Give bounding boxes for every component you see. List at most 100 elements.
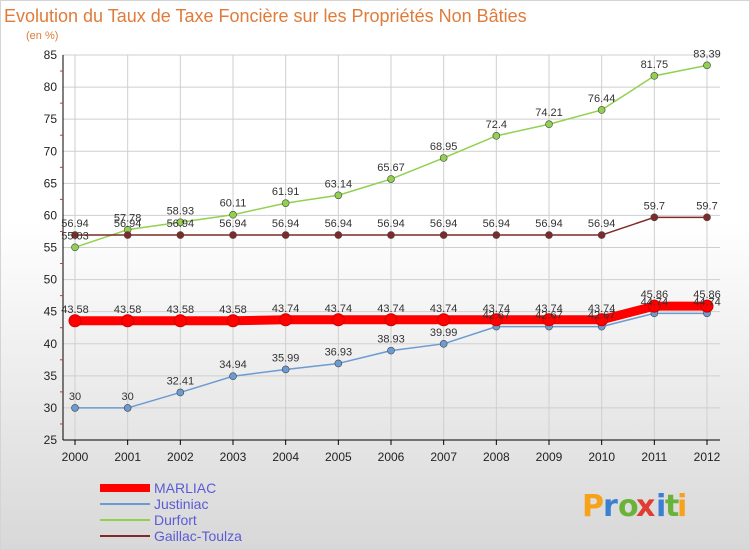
data-label-Gaillac-Toulza: 56.94 bbox=[483, 218, 511, 230]
data-label-Gaillac-Toulza: 59.7 bbox=[696, 200, 717, 212]
data-label-Justiniac: 44.74 bbox=[641, 296, 669, 308]
data-point-Justiniac bbox=[334, 359, 343, 368]
x-tick-label: 2008 bbox=[483, 450, 510, 464]
data-point-Durfort bbox=[387, 175, 395, 183]
data-point-Durfort bbox=[229, 210, 237, 219]
x-tick-label: 2001 bbox=[114, 450, 141, 464]
data-point-MARLIAC bbox=[700, 299, 714, 313]
data-point-Gaillac-Toulza bbox=[281, 231, 290, 239]
data-point-Gaillac-Toulza bbox=[545, 231, 553, 239]
legend-label-MARLIAC: MARLIAC bbox=[154, 480, 216, 496]
x-tick-label: 2012 bbox=[694, 450, 721, 464]
data-label-Durfort: 68.95 bbox=[430, 141, 458, 153]
data-point-Justiniac bbox=[123, 404, 132, 412]
y-tick-label: 50 bbox=[44, 273, 58, 287]
y-tick-label: 60 bbox=[44, 208, 58, 222]
data-point-Durfort bbox=[650, 72, 659, 80]
x-tick-label: 2006 bbox=[378, 450, 405, 464]
data-label-Durfort: 61.91 bbox=[272, 186, 300, 198]
data-label-Justiniac: 30 bbox=[122, 391, 134, 403]
data-label-Justiniac: 39.99 bbox=[430, 327, 458, 339]
data-label-MARLIAC: 43.74 bbox=[588, 303, 616, 315]
data-label-Gaillac-Toulza: 56.94 bbox=[114, 218, 142, 230]
data-label-Gaillac-Toulza: 56.94 bbox=[535, 218, 563, 230]
data-label-MARLIAC: 43.58 bbox=[167, 304, 195, 316]
data-label-Durfort: 60.11 bbox=[220, 198, 247, 210]
data-label-Durfort: 57.78 bbox=[114, 213, 142, 225]
y-tick-label: 45 bbox=[44, 305, 58, 319]
data-label-Durfort: 65.67 bbox=[377, 162, 405, 174]
data-point-Gaillac-Toulza bbox=[176, 231, 185, 239]
legend-label-Gaillac-Toulza: Gaillac-Toulza bbox=[154, 528, 242, 544]
data-label-Gaillac-Toulza: 56.94 bbox=[167, 218, 195, 230]
data-label-Durfort: 55.03 bbox=[61, 230, 89, 242]
data-label-Gaillac-Toulza: 56.94 bbox=[430, 218, 458, 230]
data-label-Gaillac-Toulza: 56.94 bbox=[272, 218, 300, 230]
data-point-Durfort bbox=[334, 191, 343, 200]
data-label-Justiniac: 35.99 bbox=[272, 352, 300, 364]
data-label-Durfort: 63.14 bbox=[325, 178, 353, 190]
data-labels: 43.58 43.58 43.58 43.58 43.74 43.74 43.74 43.74… bbox=[61, 48, 721, 403]
logo-letter: t bbox=[665, 489, 679, 524]
data-point-Durfort bbox=[703, 61, 711, 70]
x-tick-label: 2011 bbox=[641, 450, 667, 464]
data-label-Justiniac: 44.74 bbox=[693, 296, 721, 308]
chart-title: Evolution du Taux de Taxe Foncière sur l… bbox=[4, 6, 527, 26]
data-label-MARLIAC: 43.74 bbox=[535, 303, 563, 315]
data-label-MARLIAC: 43.58 bbox=[114, 304, 142, 316]
chart-subtitle: (en %) bbox=[26, 30, 58, 42]
data-label-MARLIAC: 43.58 bbox=[219, 304, 247, 316]
data-point-Gaillac-Toulza bbox=[334, 231, 343, 239]
data-point-MARLIAC bbox=[331, 313, 345, 327]
data-label-Gaillac-Toulza: 56.94 bbox=[61, 218, 89, 230]
data-point-Durfort bbox=[281, 199, 290, 207]
legend-label-Justiniac: Justiniac bbox=[154, 496, 208, 512]
logo-letter: P bbox=[582, 489, 604, 524]
data-label-Justiniac: 36.93 bbox=[325, 346, 353, 358]
data-label-Justiniac: 42.67 bbox=[483, 310, 511, 322]
logo-letter: x bbox=[636, 489, 655, 524]
data-point-Justiniac bbox=[439, 340, 448, 348]
axes: 25 30 35 40 45 50 55 60 65 70 75 80 85 2000 2001 2002 20… bbox=[44, 48, 721, 464]
data-label-Justiniac: 42.67 bbox=[535, 310, 563, 322]
data-point-Gaillac-Toulza bbox=[71, 231, 79, 239]
data-point-Justiniac bbox=[176, 388, 185, 397]
data-label-MARLIAC: 43.58 bbox=[61, 304, 89, 316]
x-tick-label: 2003 bbox=[220, 450, 247, 464]
data-point-Gaillac-Toulza bbox=[492, 231, 501, 239]
data-point-Justiniac bbox=[71, 404, 79, 412]
data-point-Gaillac-Toulza bbox=[439, 231, 448, 239]
data-label-MARLIAC: 43.74 bbox=[483, 303, 511, 315]
data-point-MARLIAC bbox=[279, 313, 293, 327]
data-point-Gaillac-Toulza bbox=[703, 213, 711, 222]
data-label-MARLIAC: 45.86 bbox=[693, 289, 721, 301]
data-point-MARLIAC bbox=[384, 313, 398, 327]
data-point-Durfort bbox=[71, 243, 79, 252]
data-point-MARLIAC bbox=[173, 314, 187, 328]
y-tick-label: 70 bbox=[44, 144, 58, 158]
data-label-Durfort: 81.75 bbox=[641, 59, 669, 71]
y-tick-label: 55 bbox=[44, 241, 58, 255]
data-label-Gaillac-Toulza: 56.94 bbox=[588, 218, 616, 230]
series-layer bbox=[68, 61, 714, 412]
y-tick-label: 80 bbox=[44, 80, 58, 94]
y-tick-label: 75 bbox=[44, 112, 58, 126]
data-label-MARLIAC: 43.74 bbox=[325, 303, 353, 315]
x-tick-label: 2009 bbox=[536, 450, 563, 464]
data-label-MARLIAC: 43.74 bbox=[272, 303, 300, 315]
data-label-Justiniac: 30 bbox=[69, 391, 81, 403]
data-point-Gaillac-Toulza bbox=[597, 231, 606, 239]
data-point-MARLIAC bbox=[489, 313, 503, 327]
data-label-Durfort: 58.93 bbox=[167, 205, 195, 217]
data-point-Durfort bbox=[545, 120, 553, 129]
x-tick-label: 2004 bbox=[272, 450, 299, 464]
data-point-Gaillac-Toulza bbox=[650, 213, 659, 222]
y-tick-label: 40 bbox=[44, 337, 58, 351]
data-label-MARLIAC: 43.74 bbox=[430, 303, 458, 315]
x-tick-label: 2002 bbox=[167, 450, 194, 464]
data-label-MARLIAC: 45.86 bbox=[641, 289, 669, 301]
data-point-MARLIAC bbox=[226, 314, 240, 328]
